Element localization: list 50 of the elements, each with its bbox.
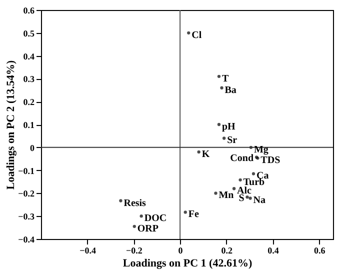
x-tick-label: −0.4 (80, 246, 97, 256)
point (214, 192, 218, 195)
y-tick-label: 0.2 (23, 97, 35, 108)
x-tick-label: 0 (178, 246, 184, 256)
y-tick-label: −0.1 (18, 166, 35, 176)
x-tick-label: 0.6 (314, 246, 326, 256)
annotation: Cond (230, 153, 254, 164)
x-tick-label: −0.2 (126, 246, 143, 256)
point (197, 150, 200, 154)
y-axis-title: Loadings on PC 2 (13.54%) (5, 60, 18, 190)
point (248, 196, 252, 200)
annotation: S (238, 193, 245, 204)
y-tick-label: 0.3 (23, 74, 35, 84)
point (217, 122, 221, 126)
point (220, 86, 224, 90)
y-tick-label: −0.2 (18, 188, 35, 199)
annotation: Cl (192, 30, 202, 41)
annotation: Ba (224, 84, 236, 96)
y-tick-label: 0.4 (23, 51, 35, 62)
point (132, 224, 136, 228)
y-tick-label: 0 (30, 142, 35, 153)
y-tick-label: 0.5 (23, 28, 35, 38)
x-tick-label: 0.2 (221, 246, 234, 256)
point (140, 214, 143, 218)
y-tick-label: 0.6 (23, 6, 35, 16)
annotation: DOC (144, 213, 167, 224)
annotation: Fe (188, 209, 200, 220)
y-tick-label: −0.4 (18, 234, 35, 244)
point (252, 172, 256, 176)
point (238, 178, 242, 182)
y-tick-label: −0.3 (18, 212, 35, 222)
point (187, 31, 190, 34)
point (184, 210, 187, 214)
y-tick-label: 0.1 (23, 120, 35, 130)
annotation: Sr (227, 135, 238, 146)
annotation: Resis (124, 198, 146, 209)
point (119, 199, 122, 202)
point (232, 187, 236, 190)
point (222, 136, 226, 140)
annotation: ORP (137, 223, 159, 234)
x-axis-title: Loadings on PC 1 (42.61%) (122, 258, 252, 270)
point (246, 196, 249, 199)
annotation: Na (253, 195, 266, 206)
annotation: K (202, 148, 210, 160)
x-tick-label: 0.4 (268, 246, 280, 256)
annotation: T (222, 73, 229, 84)
annotation: pH (222, 122, 236, 132)
annotation: Mn (218, 190, 234, 202)
annotation: TDS (260, 155, 281, 166)
point (217, 74, 221, 78)
